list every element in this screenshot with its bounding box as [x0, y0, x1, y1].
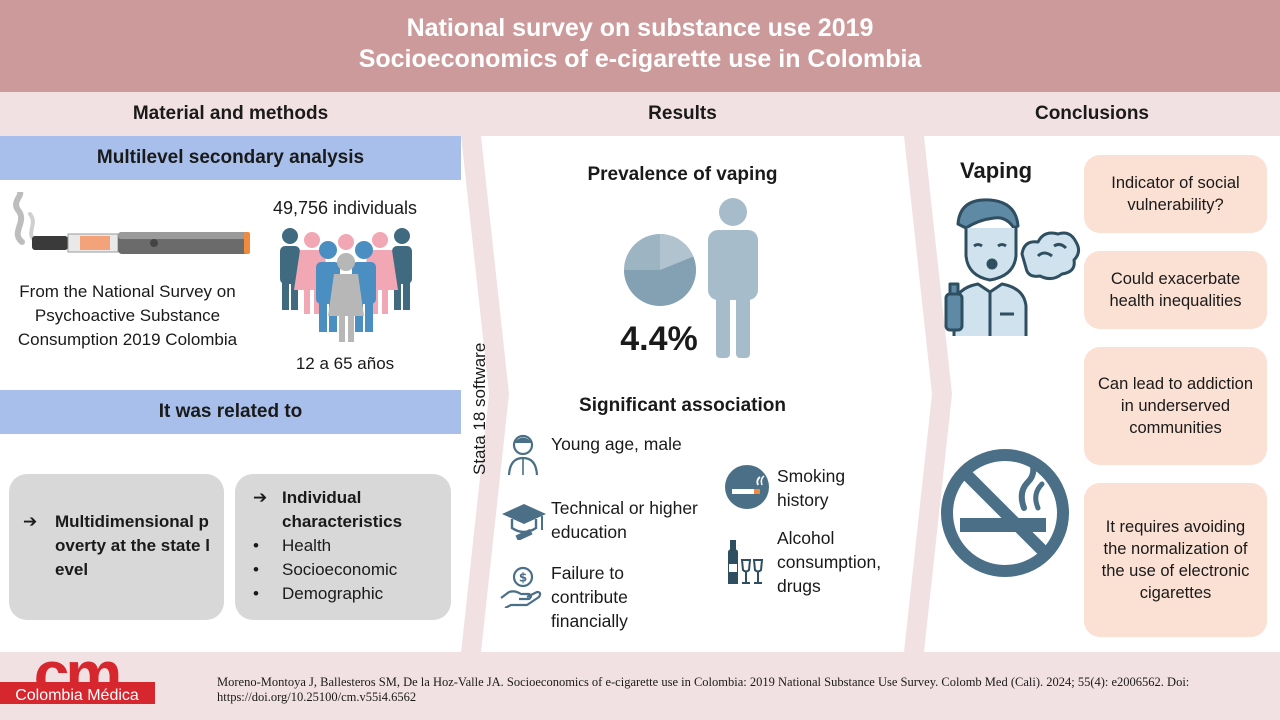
title-line-1: National survey on substance use 2019 [406, 14, 874, 42]
logo-text: Colombia Médica [15, 687, 139, 704]
related-band: It was related to [0, 390, 461, 434]
e-cigarette-icon [13, 192, 250, 254]
vaping-label: Vaping [960, 158, 1033, 183]
survey-source-text: From the National Survey on Psychoactive… [17, 282, 238, 349]
header-banner: National survey on substance use 2019 So… [0, 0, 1280, 92]
prevalence-figure [624, 198, 758, 358]
coin-hand-icon: $ [500, 566, 542, 608]
footer [0, 652, 1280, 720]
citation: Moreno-Montoya J, Ballesteros SM, De la … [217, 675, 1190, 704]
characteristic-item: Socioeconomic [282, 560, 398, 579]
prevalence-value: 4.4% [620, 320, 698, 358]
arrow-icon: ➔ [253, 488, 268, 507]
individual-characteristics-box: ➔ Individual characteristics • Health • So… [235, 474, 451, 620]
characteristic-item: Demographic [282, 584, 384, 603]
poverty-label: Multidimensional poverty at the state le… [55, 512, 210, 579]
age-range: 12 a 65 años [295, 354, 395, 373]
association-title: Significant association [579, 395, 786, 416]
assoc-alcohol: Alcohol consumption, drugs [777, 528, 882, 596]
assoc-smoking: Smoking history [777, 466, 846, 510]
results-heading: Results [461, 92, 904, 136]
no-vaping-icon [941, 449, 1069, 577]
young-man-icon [507, 434, 539, 476]
vaping-person-icon [944, 198, 1081, 336]
prevalence-title: Prevalence of vaping [587, 164, 778, 185]
graduation-cap-icon [502, 504, 546, 540]
conclusions-heading: Conclusions [904, 92, 1280, 136]
bullet: • [253, 560, 259, 579]
colombia-medica-logo: cm Colombia Médica [0, 652, 155, 710]
multilevel-band: Multilevel secondary analysis [0, 136, 461, 180]
bullet: • [253, 584, 259, 603]
cigarette-icon [725, 465, 769, 509]
assoc-financial: Failure to contribute financially [551, 563, 628, 631]
individuals-count: 49,756 individuals [272, 198, 418, 218]
conclusion-box-1: Indicator of social vulnerability? [1084, 155, 1267, 233]
alcohol-bottle-icon [728, 540, 764, 584]
population-group-icon [280, 228, 412, 342]
svg-text:$: $ [519, 571, 527, 585]
characteristics-title: Individual characteristics [282, 488, 403, 531]
conclusion-box-4: It requires avoiding the normalization o… [1084, 483, 1267, 637]
title-line-2: Socioeconomics of e-cigarette use in Col… [358, 45, 922, 73]
conclusion-box-2: Could exacerbate health inequalities [1084, 251, 1267, 329]
assoc-education: Technical or higher education [551, 498, 698, 542]
characteristic-item: Health [282, 536, 332, 555]
methods-heading: Material and methods [0, 92, 461, 136]
software-label: Stata 18 software [470, 342, 489, 475]
poverty-box: ➔ Multidimensional poverty at the state … [9, 474, 224, 620]
arrow-icon: ➔ [23, 512, 38, 531]
assoc-age: Young age, male [551, 434, 682, 454]
conclusion-box-3: Can lead to addiction in underserved com… [1084, 347, 1267, 465]
chevron-divider-left [461, 136, 509, 652]
chevron-divider-right [904, 136, 952, 652]
bullet: • [253, 536, 259, 555]
